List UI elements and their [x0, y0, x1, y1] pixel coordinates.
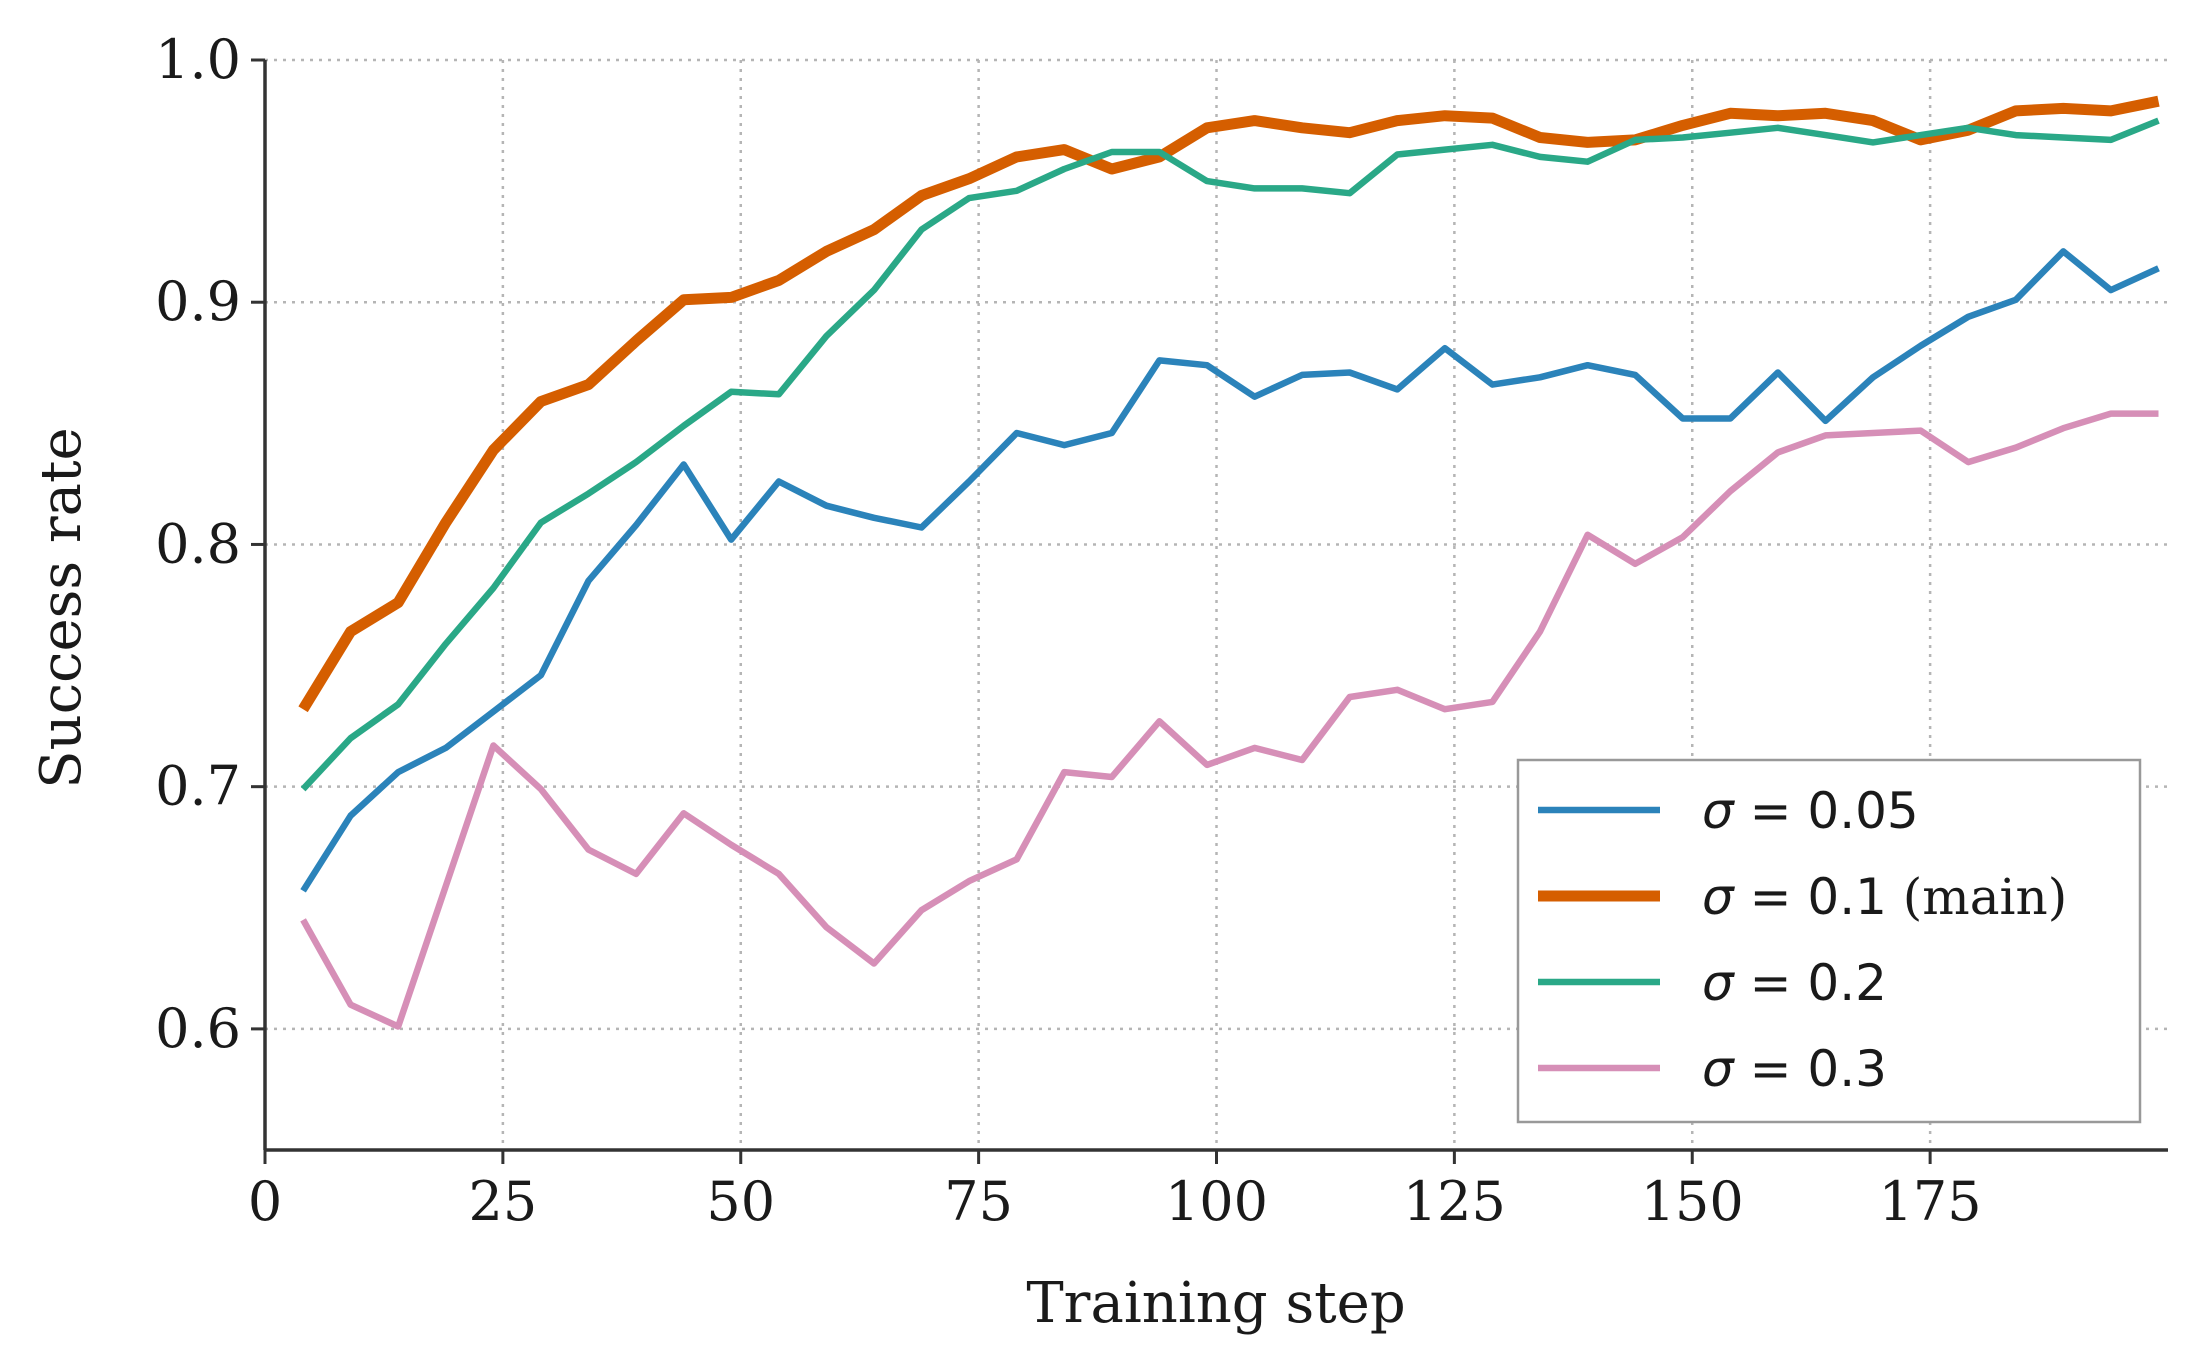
grid	[265, 58, 2168, 1150]
legend-label: σ = 0.05	[1702, 782, 1919, 840]
x-tick-label: 75	[944, 1170, 1013, 1233]
y-tick-label: 0.9	[155, 270, 241, 333]
legend-box	[1516, 758, 2142, 1124]
x-tick-label: 100	[1165, 1170, 1268, 1233]
series-line-0	[300, 248, 2160, 893]
x-axis-label: Training step	[1026, 1271, 1405, 1336]
y-axis-label: Success rate	[29, 427, 94, 788]
x-tick-label: 150	[1641, 1170, 1744, 1233]
x-tick-label: 175	[1879, 1170, 1982, 1233]
series-line-3	[300, 410, 2159, 1030]
y-tick-label: 1.0	[155, 28, 241, 91]
x-tick-label: 125	[1403, 1170, 1506, 1233]
y-tick-label: 0.7	[155, 755, 241, 818]
x-tick-label: 25	[469, 1170, 538, 1233]
legend-label: σ = 0.2	[1702, 954, 1887, 1012]
legend: σ = 0.05 σ = 0.1 (main) σ = 0.2 σ = 0.3	[1516, 758, 2142, 1124]
legend-label: σ = 0.3	[1702, 1040, 1887, 1098]
y-tick-label: 0.6	[155, 997, 241, 1060]
x-tick-label: 0	[248, 1170, 282, 1233]
legend-label: σ = 0.1 (main)	[1702, 868, 2067, 926]
series-lines	[298, 95, 2160, 1030]
x-tick-label: 50	[706, 1170, 775, 1233]
series-line-1	[298, 95, 2160, 713]
series-line-2	[300, 117, 2160, 792]
ticks: 0 25 50 75 100 125 150 175 0.6 0.7 0.8 0.9 1.0	[155, 28, 1982, 1233]
y-tick-label: 0.8	[155, 512, 241, 575]
